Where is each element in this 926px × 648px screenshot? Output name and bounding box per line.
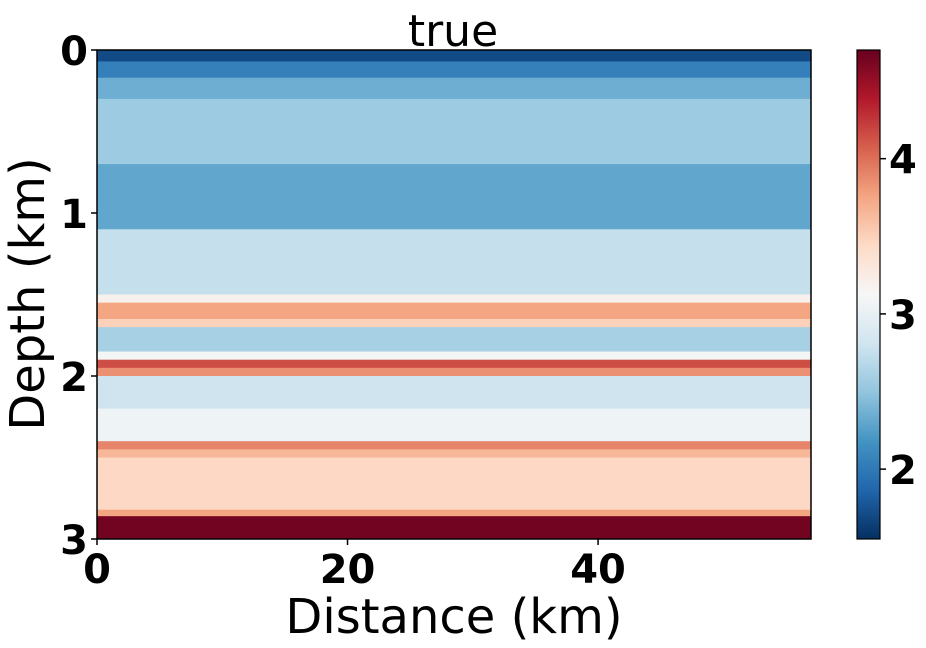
heatmap-layer-17	[97, 457, 811, 511]
plot-frame	[96, 49, 812, 540]
heatmap-layer-15	[97, 441, 811, 450]
heatmap-layer-6	[97, 294, 811, 304]
heatmap-layer-3	[97, 98, 811, 165]
heatmap-layer-8	[97, 318, 811, 328]
heatmap-layer-9	[97, 327, 811, 352]
colorbar-tick-label: 2	[889, 448, 917, 494]
heatmap-layer-5	[97, 229, 811, 295]
chart-title: true	[408, 6, 498, 57]
heatmap-layer-4	[97, 164, 811, 230]
heatmap-layer-7	[97, 302, 811, 320]
x-axis-ticks: 0 20 40	[83, 539, 626, 593]
x-tick-label: 0	[83, 547, 111, 593]
heatmap-layer-19	[97, 516, 811, 540]
colorbar-tick-label: 4	[889, 138, 917, 184]
heatmap-layer-10	[97, 351, 811, 361]
heatmap-layer-11	[97, 359, 811, 369]
y-tick-label: 2	[60, 355, 88, 401]
x-tick-label: 20	[320, 547, 376, 593]
heatmap-layer-1	[97, 61, 811, 79]
heatmap-layers	[97, 50, 811, 540]
y-tick-label: 1	[60, 192, 88, 238]
x-axis-label: Distance (km)	[285, 589, 622, 645]
colorbar-ticks: 2 3 4	[880, 138, 917, 494]
x-tick-label: 40	[570, 547, 626, 593]
y-tick-label: 0	[60, 29, 88, 75]
heatmap-layer-16	[97, 449, 811, 458]
y-tick-label: 3	[60, 518, 88, 564]
y-axis-ticks: 0 1 2 3	[60, 29, 97, 564]
colorbar	[856, 49, 881, 540]
heatmap-layer-18	[97, 509, 811, 517]
heatmap-layer-13	[97, 376, 811, 409]
heatmap-layer-2	[97, 77, 811, 100]
heatmap-layer-12	[97, 367, 811, 377]
heatmap-layer-14	[97, 408, 811, 442]
colorbar-tick-label: 3	[889, 293, 917, 339]
heatmap-layer-0	[97, 50, 811, 62]
y-axis-label: Depth (km)	[0, 157, 56, 430]
